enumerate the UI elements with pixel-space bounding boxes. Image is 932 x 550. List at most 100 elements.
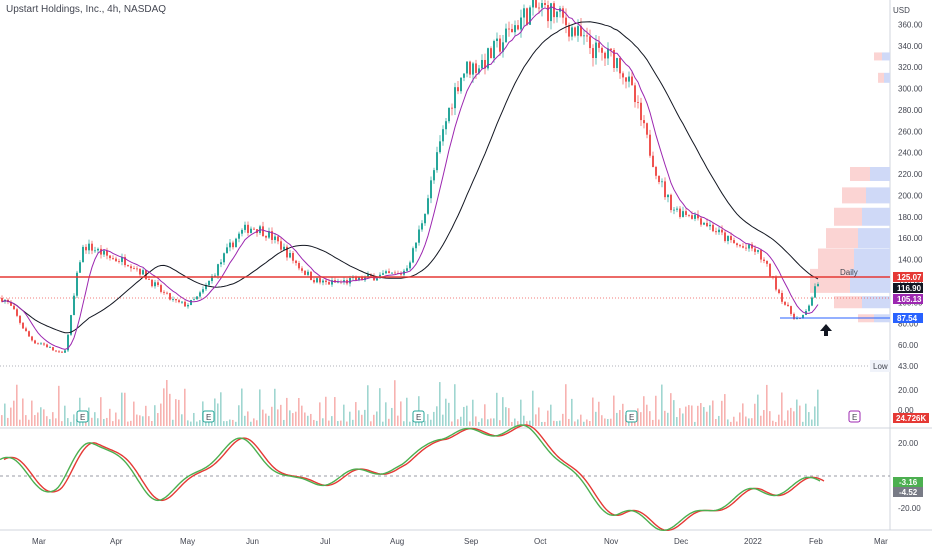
osc-a-tag-text: -3.16 bbox=[899, 478, 918, 487]
volume-profile-bar bbox=[858, 228, 890, 249]
candle-body bbox=[325, 280, 327, 283]
candle-body bbox=[667, 194, 669, 198]
volume-bar bbox=[343, 404, 345, 426]
candle-body bbox=[19, 315, 21, 323]
candle-body bbox=[427, 198, 429, 214]
candle-body bbox=[787, 304, 789, 307]
volume-bar bbox=[238, 405, 240, 426]
volume-bar bbox=[394, 380, 396, 426]
candle-body bbox=[724, 232, 726, 242]
volume-bar bbox=[385, 402, 387, 426]
candle-body bbox=[361, 276, 363, 281]
candle-body bbox=[595, 42, 597, 59]
volume-bar bbox=[664, 410, 666, 426]
candle-body bbox=[28, 331, 30, 337]
volume-bar bbox=[817, 389, 819, 426]
earnings-marker[interactable]: E bbox=[412, 410, 425, 423]
candle-body bbox=[478, 68, 480, 73]
volume-bar bbox=[712, 400, 714, 426]
volume-bar bbox=[355, 402, 357, 426]
candle-body bbox=[523, 8, 525, 18]
volume-profile-bar bbox=[810, 268, 850, 293]
daily-label: Daily bbox=[840, 268, 858, 277]
earnings-upcoming-marker[interactable]: E bbox=[848, 410, 861, 423]
earnings-marker[interactable]: E bbox=[76, 410, 89, 423]
volume-bar bbox=[463, 406, 465, 426]
candle-body bbox=[451, 107, 453, 109]
currency-label: USD bbox=[893, 6, 910, 15]
candle-body bbox=[301, 268, 303, 271]
earnings-marker[interactable]: E bbox=[625, 410, 638, 423]
low-label: Low bbox=[873, 362, 888, 371]
volume-bar bbox=[409, 421, 411, 426]
candle-body bbox=[79, 262, 81, 273]
oscillator-slow-line bbox=[3, 424, 825, 532]
volume-bar bbox=[397, 415, 399, 426]
volume-bar bbox=[262, 409, 264, 426]
price-tick-label: 160.00 bbox=[898, 234, 923, 243]
oscillator-tick-label: 20.00 bbox=[898, 439, 919, 448]
candle-body bbox=[52, 347, 54, 351]
candle-body bbox=[766, 260, 768, 264]
candle-body bbox=[631, 76, 633, 86]
volume-bar bbox=[808, 412, 810, 426]
candle-body bbox=[184, 301, 186, 307]
volume-bar bbox=[649, 411, 651, 426]
price-tick-label: 220.00 bbox=[898, 170, 923, 179]
volume-bar bbox=[145, 405, 147, 426]
candle-body bbox=[196, 296, 198, 300]
candle-body bbox=[568, 25, 570, 37]
candle-body bbox=[415, 242, 417, 249]
volume-bar bbox=[775, 421, 777, 426]
volume-bar bbox=[457, 419, 459, 426]
volume-bar bbox=[256, 420, 258, 426]
volume-bar bbox=[415, 421, 417, 426]
candle-body bbox=[454, 87, 456, 109]
volume-bar bbox=[388, 418, 390, 426]
volume-bar bbox=[763, 410, 765, 426]
candle-body bbox=[469, 61, 471, 75]
time-axis-label: Mar bbox=[32, 537, 46, 546]
volume-bar bbox=[517, 421, 519, 426]
candle-body bbox=[574, 27, 576, 36]
candle-body bbox=[802, 314, 804, 319]
candle-body bbox=[619, 58, 621, 74]
volume-profile-bar bbox=[878, 72, 884, 83]
volume-bar bbox=[646, 404, 648, 426]
candle-body bbox=[493, 41, 495, 59]
volume-bar bbox=[250, 421, 252, 426]
earnings-marker[interactable]: E bbox=[202, 410, 215, 423]
volume-tag bbox=[893, 413, 929, 423]
volume-bar bbox=[25, 415, 27, 426]
candle-body bbox=[694, 214, 696, 219]
volume-bar bbox=[559, 420, 561, 426]
volume-bar bbox=[103, 418, 105, 426]
volume-bar bbox=[523, 415, 525, 426]
volume-bar bbox=[94, 412, 96, 426]
candle-body bbox=[505, 28, 507, 43]
volume-bar bbox=[508, 408, 510, 426]
candle-body bbox=[220, 262, 222, 265]
candle-body bbox=[73, 295, 75, 316]
candle-body bbox=[745, 247, 747, 249]
volume-bar bbox=[703, 407, 705, 426]
volume-bar bbox=[670, 393, 672, 426]
candle-body bbox=[589, 36, 591, 49]
volume-bar bbox=[469, 421, 471, 426]
candle-body bbox=[490, 48, 492, 59]
volume-bar bbox=[16, 384, 18, 426]
candle-body bbox=[109, 255, 111, 259]
candle-body bbox=[358, 276, 360, 281]
candle-body bbox=[562, 8, 564, 18]
volume-bar bbox=[277, 409, 279, 426]
volume-bar bbox=[304, 412, 306, 426]
volume-profile-bar bbox=[870, 167, 890, 181]
volume-bar bbox=[697, 405, 699, 426]
volume-bar bbox=[148, 416, 150, 426]
volume-bar bbox=[226, 421, 228, 426]
volume-bar bbox=[604, 418, 606, 426]
volume-profile-bar bbox=[882, 52, 890, 61]
volume-bar bbox=[118, 419, 120, 426]
candle-body bbox=[781, 292, 783, 302]
